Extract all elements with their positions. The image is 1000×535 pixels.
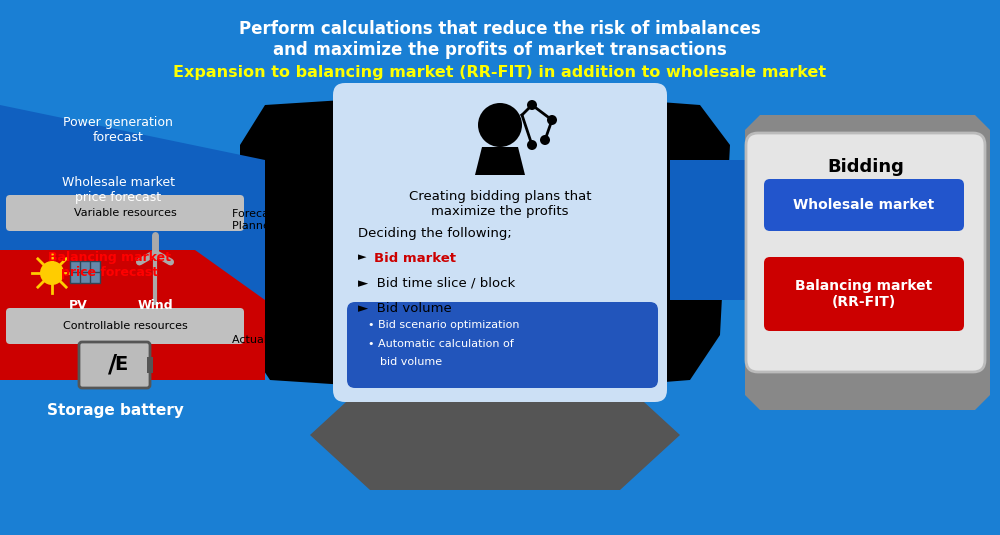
Text: ►  Bid time slice / block: ► Bid time slice / block — [358, 277, 515, 290]
Circle shape — [547, 115, 557, 125]
Polygon shape — [0, 250, 265, 300]
Circle shape — [527, 100, 537, 110]
Text: • Automatic calculation of: • Automatic calculation of — [368, 339, 514, 349]
FancyBboxPatch shape — [70, 261, 100, 283]
Text: Creating bidding plans that
maximize the profits: Creating bidding plans that maximize the… — [409, 190, 591, 218]
Polygon shape — [745, 115, 990, 410]
Polygon shape — [0, 300, 265, 380]
Polygon shape — [0, 105, 265, 380]
Text: Balancing market
(RR-FIT): Balancing market (RR-FIT) — [795, 279, 933, 309]
Text: Variable resources: Variable resources — [74, 208, 176, 218]
Text: Controllable resources: Controllable resources — [63, 321, 187, 331]
Polygon shape — [670, 160, 800, 300]
Text: Power generation
forecast: Power generation forecast — [63, 116, 173, 144]
Text: Wholesale market
price forecast: Wholesale market price forecast — [62, 176, 175, 204]
FancyBboxPatch shape — [79, 342, 150, 388]
Text: /: / — [108, 353, 117, 377]
Text: Expansion to balancing market (RR-FIT) in addition to wholesale market: Expansion to balancing market (RR-FIT) i… — [173, 65, 827, 80]
Text: ►: ► — [358, 252, 366, 262]
Text: • Bid scenario optimization: • Bid scenario optimization — [368, 320, 520, 330]
FancyBboxPatch shape — [6, 308, 244, 344]
Polygon shape — [310, 380, 680, 490]
Text: ►  Bid volume: ► Bid volume — [358, 302, 452, 315]
Text: Balancing market
price forecast: Balancing market price forecast — [48, 251, 172, 279]
Text: PV: PV — [69, 299, 87, 312]
FancyBboxPatch shape — [764, 179, 964, 231]
Circle shape — [40, 261, 64, 285]
FancyBboxPatch shape — [746, 133, 985, 372]
Text: bid volume: bid volume — [380, 357, 442, 367]
Text: Perform calculations that reduce the risk of imbalances
and maximize the profits: Perform calculations that reduce the ris… — [239, 20, 761, 59]
Polygon shape — [240, 90, 730, 395]
FancyBboxPatch shape — [147, 357, 153, 373]
Text: Forecast value
Planned value: Forecast value Planned value — [232, 209, 313, 231]
FancyBboxPatch shape — [6, 195, 244, 231]
Text: Bidding: Bidding — [828, 158, 904, 176]
Circle shape — [540, 135, 550, 145]
Circle shape — [527, 140, 537, 150]
FancyBboxPatch shape — [347, 302, 658, 388]
Text: Bid market: Bid market — [374, 252, 456, 265]
Polygon shape — [475, 147, 525, 175]
Text: Wind: Wind — [137, 299, 173, 312]
Circle shape — [478, 103, 522, 147]
FancyBboxPatch shape — [333, 83, 667, 402]
Text: Wholesale market: Wholesale market — [793, 198, 935, 212]
Text: Actual value: Actual value — [232, 335, 301, 345]
FancyBboxPatch shape — [764, 257, 964, 331]
Text: Storage battery: Storage battery — [47, 403, 183, 418]
Text: E: E — [114, 355, 127, 374]
Text: Deciding the following;: Deciding the following; — [358, 227, 512, 240]
